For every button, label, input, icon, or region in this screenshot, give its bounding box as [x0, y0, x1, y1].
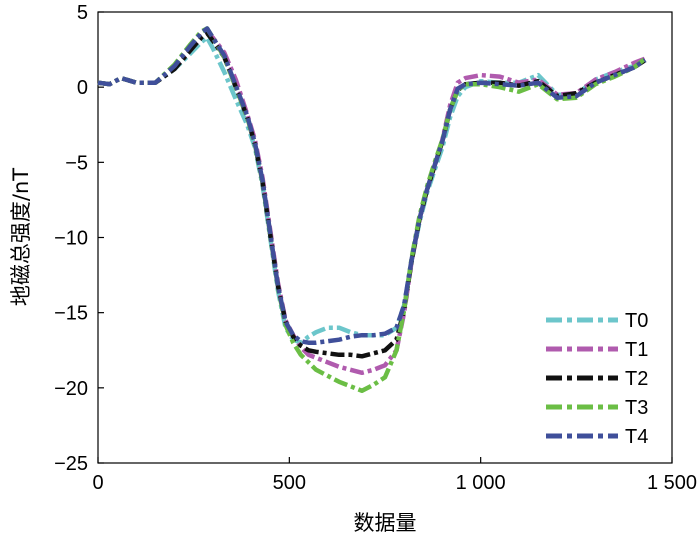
- legend-label-t3: T3: [625, 397, 648, 419]
- x-axis-title: 数据量: [354, 511, 417, 535]
- y-tick-label: −5: [65, 152, 88, 174]
- axis-tick-labels: 0 500 1 000 1 500 5 0 −5 −10 −15 −20 −25: [54, 2, 697, 494]
- legend-label-t2: T2: [625, 368, 648, 390]
- x-tick-label: 500: [273, 472, 306, 494]
- x-tick-label: 0: [92, 472, 103, 494]
- plot-area: [97, 11, 673, 464]
- legend-label-t1: T1: [625, 339, 648, 361]
- x-tick-label: 1 500: [647, 472, 697, 494]
- y-axis-title: 地磁总强度/nT: [9, 168, 33, 306]
- x-tick-label: 1 000: [456, 472, 506, 494]
- legend-label-t0: T0: [625, 310, 648, 332]
- y-tick-label: 5: [77, 2, 88, 24]
- series-lines: [97, 26, 647, 394]
- y-tick-label: −20: [54, 378, 88, 400]
- y-tick-label: 0: [77, 77, 88, 99]
- y-tick-label: −25: [54, 453, 88, 475]
- legend-label-t4: T4: [625, 426, 648, 448]
- y-tick-label: −15: [54, 303, 88, 325]
- legend: T0 T1 T2 T3 T4: [546, 310, 648, 448]
- series-line-t4: [97, 26, 647, 345]
- y-tick-label: −10: [54, 228, 88, 250]
- axis-ticks: [97, 11, 673, 464]
- series-line-t0: [97, 35, 647, 345]
